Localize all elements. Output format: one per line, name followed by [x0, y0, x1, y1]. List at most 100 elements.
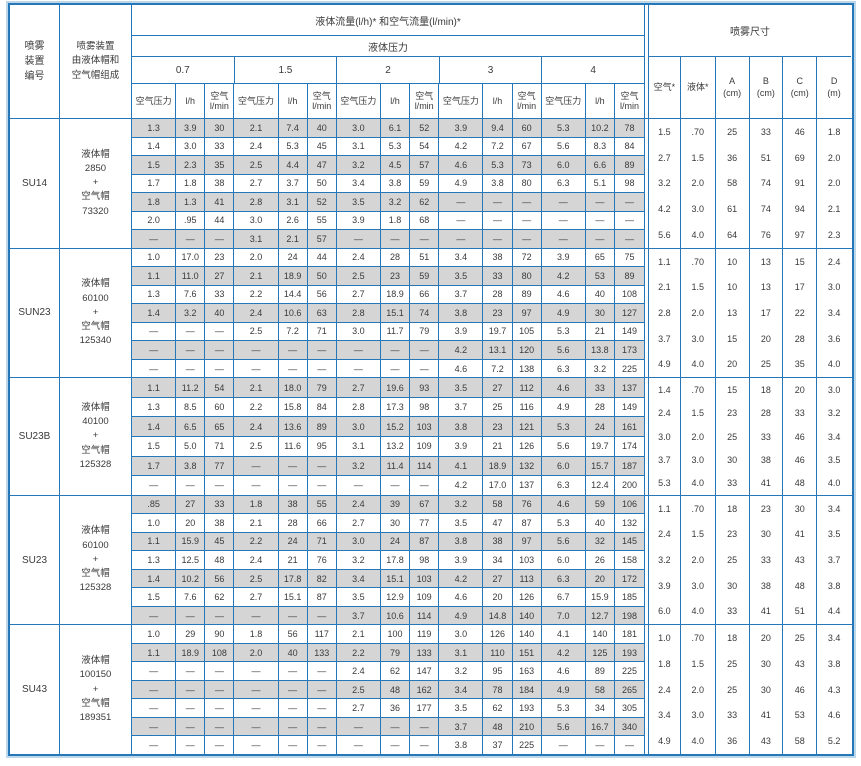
flow-cell: 305 — [622, 703, 638, 714]
flow-cell: — — [234, 717, 279, 736]
flow-cell: 16.7 — [586, 717, 615, 736]
flow-cell: 5.6 — [542, 532, 586, 551]
flow-cell: 29 — [176, 625, 206, 643]
flow-data-grid: .85 27 33 1.8 38 55 2.4 39 67 3.2 58 76 4.6 59 106 1.0 2… — [132, 495, 645, 625]
dims-cell: 3.0 — [691, 580, 705, 591]
dims-cell: 41 — [760, 606, 771, 617]
flow-cell: 2.7 — [337, 514, 381, 532]
dims-cell: 46 — [794, 431, 805, 442]
flow-cell: 1.5 — [132, 156, 177, 174]
dims-cell: 2.0 — [691, 684, 705, 695]
section-SU43: SU43 液体帽 100150 + 空气帽 189351 1.0 29 90 1.8 56 1… — [10, 625, 852, 754]
flow-cell: 126 — [513, 437, 542, 456]
flow-cell: 5.3 — [542, 417, 586, 436]
flow-cell: 7.2 — [483, 359, 513, 378]
flow-cell: 17.0 — [483, 476, 513, 495]
flow-cell: 5.3 — [542, 119, 586, 137]
dims-cell: .70 — [691, 503, 705, 514]
flow-cell: 1.0 — [132, 248, 177, 267]
flow-cell: 67 — [513, 137, 542, 156]
flow-cell: 3.4 — [337, 174, 381, 193]
flow-cell: 3.7 — [439, 397, 484, 417]
dims-cell: 36 — [727, 152, 738, 163]
flow-cell: 121 — [513, 417, 542, 436]
dims-cell: 36 — [727, 736, 738, 747]
flow-cell: 132 — [622, 517, 638, 528]
flow-cell: — — [337, 717, 381, 736]
flow-cell: 4.6 — [439, 588, 484, 606]
table-row: — — —3.1 2.1 57— — — — — — — — — — [132, 230, 644, 248]
subcol-air-lmin: 空气 l/min — [205, 84, 235, 118]
flow-cell: 98 — [410, 397, 440, 417]
flow-cell: — — [234, 662, 279, 680]
flow-cell: 24 — [381, 532, 411, 551]
flow-cell: 5.6 — [542, 341, 586, 359]
flow-cell: 3.7 — [439, 717, 484, 736]
dims-cell: 13 — [727, 307, 738, 318]
flow-cell: 33 — [483, 267, 513, 285]
table-row: 1.0 20 38 2.1 28 66 2.7 30 77 3.5 47 87 5.3 40 132 — [132, 514, 644, 533]
dims-cell: 1.5 — [691, 529, 705, 540]
flow-cell: 4.2 — [439, 341, 484, 359]
flow-cell: 149 — [622, 402, 638, 413]
flow-cell: — — [279, 359, 308, 378]
flow-cell: 15.7 — [586, 456, 615, 476]
flow-cell: 2.2 — [337, 643, 381, 662]
flow-cell: — — [132, 322, 177, 341]
dims-cell: 4.9 — [658, 359, 671, 370]
table-row: 1.0 29 90 1.8 56 117 2.1 100 119 3.0 126 140 4.1 140 1… — [132, 625, 644, 644]
dims-cell: 5.3 — [658, 478, 671, 489]
subcol-lh: l/h — [381, 84, 411, 118]
flow-cell: 38 — [483, 532, 513, 551]
flow-cell: 10.2 — [586, 119, 615, 137]
flow-cell: 3.5 — [439, 514, 484, 532]
table-header: 喷雾 装置 编号 喷雾装置 由液体帽和 空气帽组成 液体流量(l/h)* 和空气… — [10, 5, 852, 119]
flow-cell: 38 — [279, 495, 308, 514]
dims-column: 1.0 1.8 2.4 3.4 4.9 — [649, 625, 681, 754]
flow-cell: 34 — [586, 699, 615, 717]
flow-cell: 71 — [308, 532, 337, 551]
dims-cell: 53 — [794, 710, 805, 721]
flow-cell: 76 — [513, 495, 542, 514]
flow-cell: 2.4 — [234, 137, 279, 156]
subcol-lh: l/h — [279, 84, 308, 118]
flow-cell: 4.5 — [381, 156, 411, 174]
dims-column: 1.4 2.4 3.0 3.7 5.3 — [649, 378, 681, 495]
pressure-value: 2 — [337, 57, 440, 83]
flow-cell: 2.2 — [234, 397, 279, 417]
flow-cell: 27 — [205, 267, 235, 285]
flow-cell: 113 — [513, 569, 542, 588]
flow-cell: 1.3 — [132, 551, 177, 569]
flow-cell: 187 — [622, 460, 638, 471]
header-device-col: 喷雾 装置 编号 — [10, 5, 60, 118]
table-row: 1.1 11.2 54 2.1 18.0 79 2.7 19.6 93 3.5 27 112 4.6 33… — [132, 378, 644, 398]
flow-cell: 98 — [624, 178, 635, 189]
table-row: — — —2.5 7.2 71 3.0 11.7 79 3.9 19.7 105 5.3 21 149 — [132, 322, 644, 342]
dims-cell: 2.3 — [827, 229, 841, 240]
flow-cell: 18.9 — [176, 643, 206, 662]
dims-cell: 2.4 — [658, 408, 671, 419]
flow-cell: 6.0 — [542, 456, 586, 476]
dims-column: 18 25 25 33 36 — [716, 625, 750, 754]
flow-cell: 3.2 — [586, 359, 615, 378]
dims-column: 1.8 2.0 2.0 2.1 2.3 — [817, 119, 851, 248]
flow-cell: 6.0 — [542, 156, 586, 174]
flow-cell: 11.0 — [176, 267, 206, 285]
flow-cell: 44 — [308, 248, 337, 267]
flow-cell: 11.4 — [381, 456, 411, 476]
dims-cell: 30 — [760, 658, 771, 669]
dims-col-header: A (cm) — [716, 57, 750, 118]
flow-cell: 2.4 — [337, 662, 381, 680]
dims-cell: 4.4 — [827, 606, 841, 617]
flow-cell: 59 — [410, 174, 440, 193]
dims-cell: 2.8 — [658, 307, 671, 318]
flow-cell: 48 — [381, 680, 411, 699]
dims-column: 3.0 3.2 3.4 3.5 4.0 — [817, 378, 851, 494]
flow-cell: 3.0 — [234, 211, 279, 230]
dims-column: 33 51 74 74 76 — [750, 119, 784, 248]
dims-cell: 3.4 — [827, 431, 841, 442]
flow-cell: 193 — [622, 647, 638, 658]
device-id: SU23B — [10, 378, 60, 495]
flow-cell: 7.2 — [483, 137, 513, 156]
flow-cell: 87 — [513, 514, 542, 532]
